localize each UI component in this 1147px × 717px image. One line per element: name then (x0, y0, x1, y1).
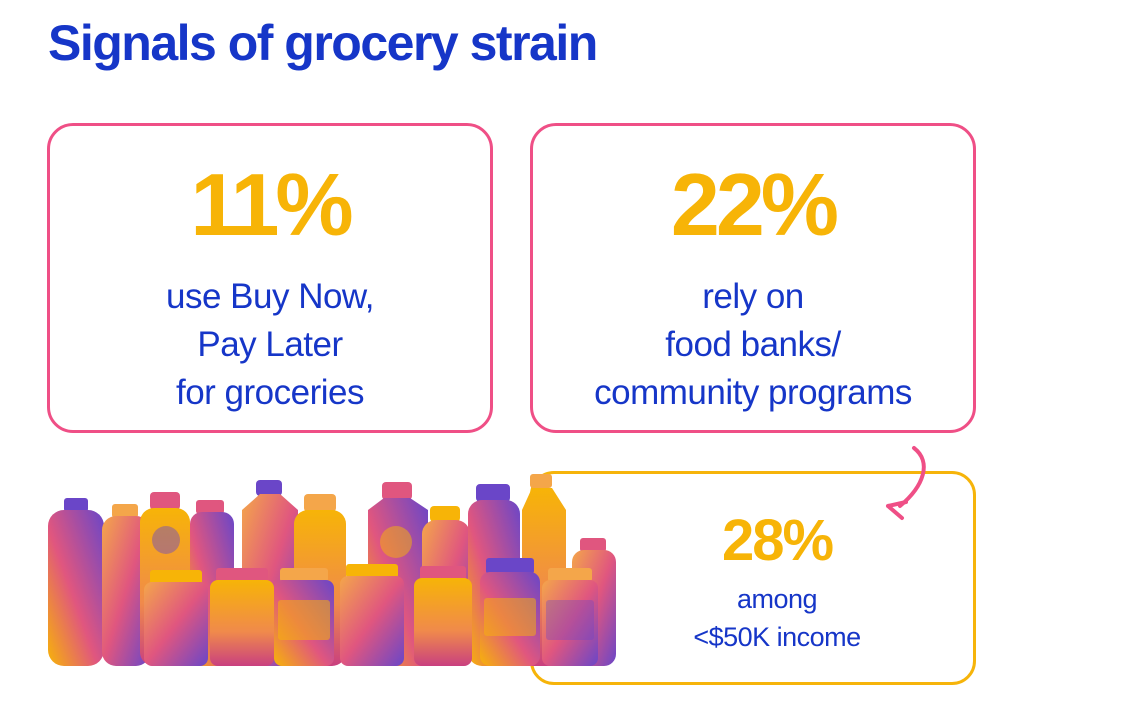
stat-description: use Buy Now, Pay Later for groceries (50, 273, 490, 417)
curved-arrow-icon (886, 446, 926, 520)
stat-value: 11% (190, 155, 353, 254)
sub-stat-line: among (736, 584, 818, 614)
bottles-and-jars-image (48, 474, 616, 666)
stat-line: community programs (594, 373, 912, 412)
stat-card-bnpl: 11% use Buy Now, Pay Later for groceries (47, 123, 493, 433)
stat-line: rely on (702, 277, 804, 316)
stat-line: use Buy Now, (166, 277, 375, 316)
stat-value: 22% (670, 155, 839, 254)
sub-stat-line: <$50K income (693, 622, 861, 652)
sub-stat-description: among <$50K income (581, 580, 973, 656)
stat-line: for groceries (175, 373, 365, 412)
page-title: Signals of grocery strain (48, 15, 598, 71)
stat-line: food banks/ (665, 325, 841, 364)
sub-stat-value: 28% (721, 508, 834, 573)
stat-card-food-banks: 22% rely on food banks/ community progra… (530, 123, 976, 433)
stat-description: rely on food banks/ community programs (533, 273, 973, 417)
stat-line: Pay Later (197, 325, 343, 364)
